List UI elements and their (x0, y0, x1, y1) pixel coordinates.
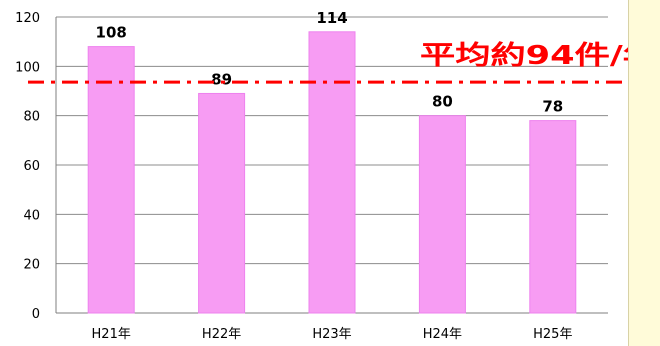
bars (87, 31, 577, 314)
y-tick-label: 120 (15, 11, 40, 26)
data-label: 114 (316, 9, 347, 27)
y-tick-label: 0 (32, 307, 40, 322)
bar (529, 120, 577, 314)
category-label: H21年 (92, 327, 131, 342)
data-label: 108 (96, 24, 127, 42)
average-label: 平均約94件/年 (420, 40, 658, 71)
data-label: 89 (211, 70, 232, 88)
side-panel (628, 0, 660, 346)
bar (418, 115, 466, 314)
category-labels: H21年 H22年 H23年 H24年 H25年 (92, 327, 573, 342)
y-tick-label: 100 (15, 60, 40, 75)
y-tick-label: 20 (23, 258, 40, 273)
category-label: H25年 (533, 327, 572, 342)
y-tick-labels: 0 20 40 60 80 100 120 (15, 11, 40, 322)
data-label: 80 (432, 93, 453, 111)
category-label: H24年 (423, 327, 462, 342)
y-tick-label: 40 (23, 208, 40, 223)
data-label: 78 (542, 98, 563, 116)
average-overlay: 平均約94件/年 (28, 40, 660, 84)
bar (308, 31, 356, 314)
category-label: H23年 (312, 327, 351, 342)
y-tick-label: 80 (23, 110, 40, 125)
bar (87, 46, 135, 314)
bar (198, 92, 246, 314)
category-label: H22年 (202, 327, 241, 342)
y-tick-label: 60 (23, 159, 40, 174)
data-labels: 108 89 114 80 78 (96, 9, 564, 116)
